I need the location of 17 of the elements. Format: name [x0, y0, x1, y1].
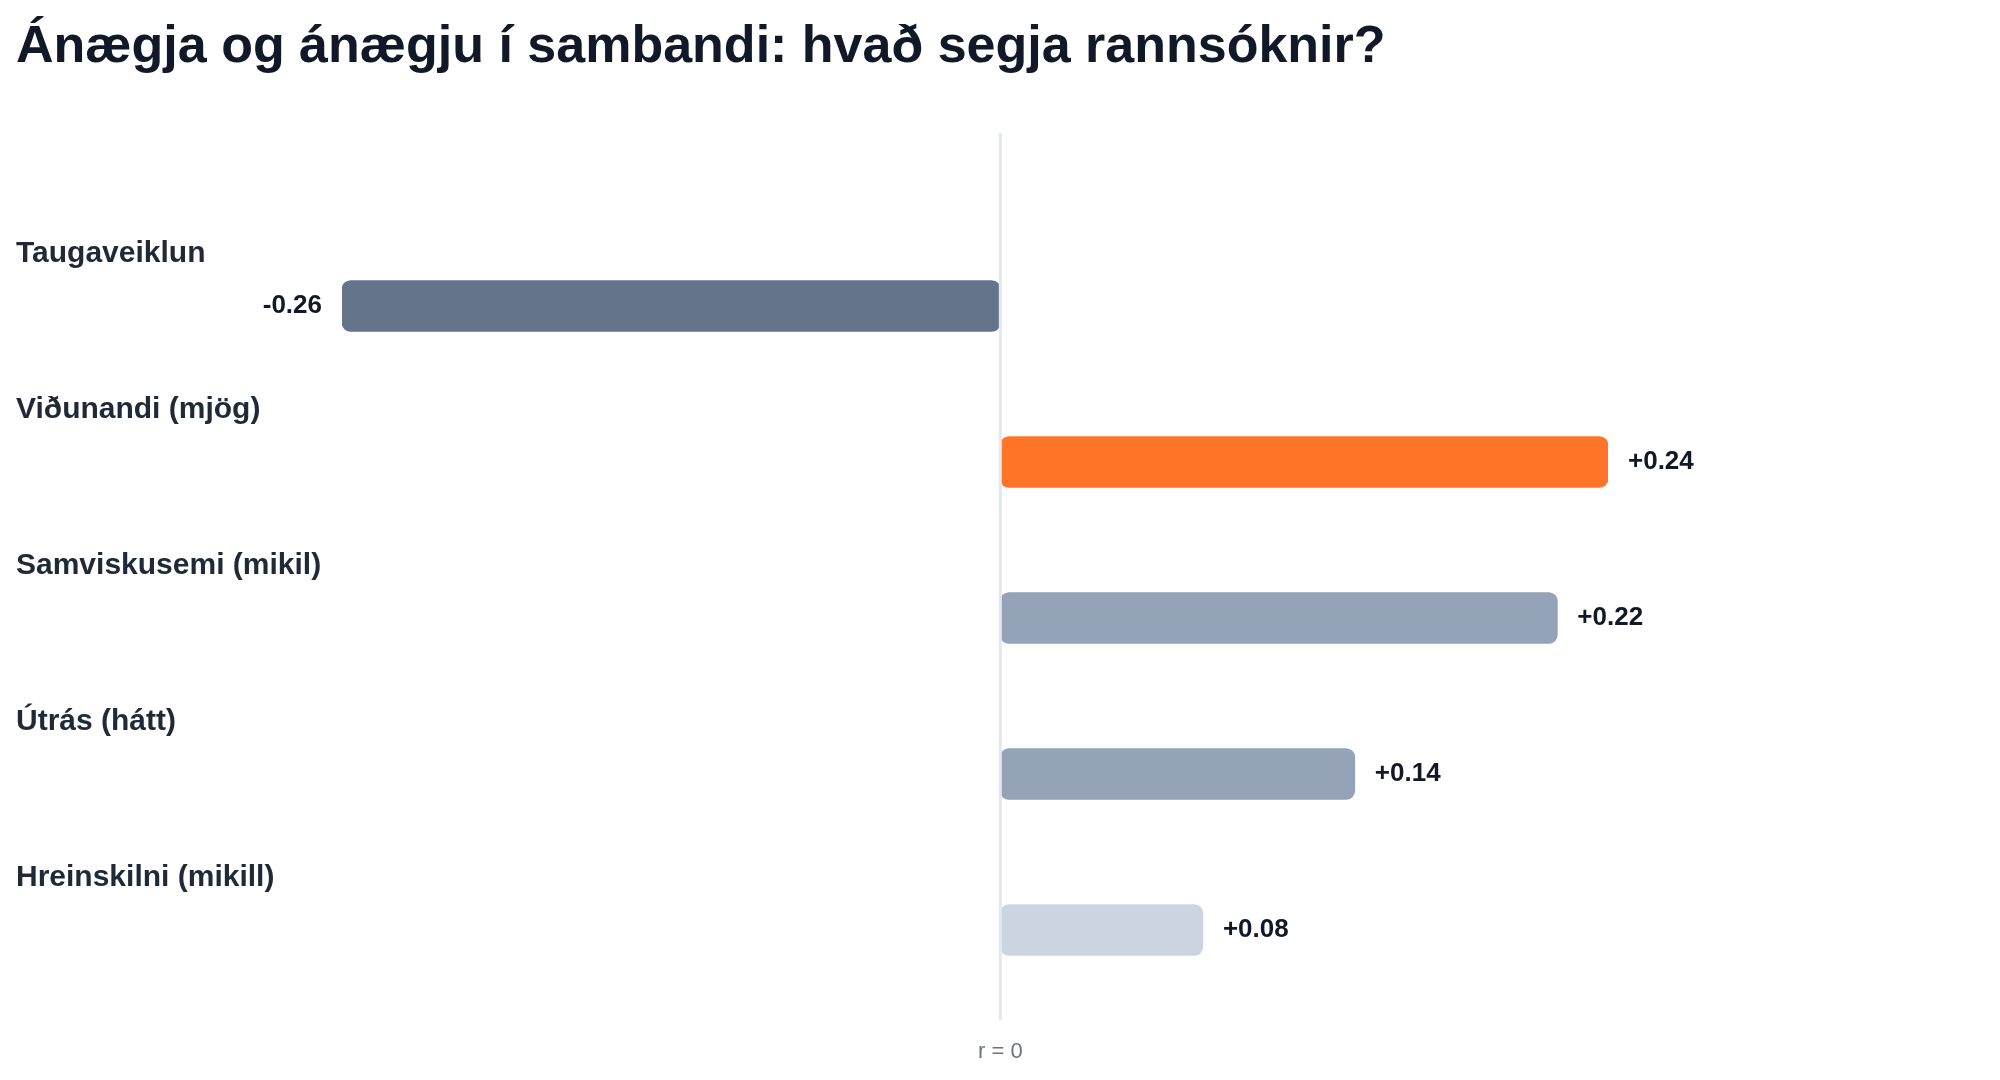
- bar: [999, 592, 1558, 644]
- data-label: +0.14: [1374, 757, 1442, 788]
- y-tick-label: Hreinskilni (mikill): [16, 859, 275, 893]
- y-tick-label: Taugaveiklun: [16, 235, 206, 269]
- bar: [342, 280, 1001, 332]
- bar: [999, 904, 1204, 956]
- bar: [999, 436, 1608, 488]
- data-label: +0.08: [1222, 913, 1289, 944]
- data-label: +0.22: [1577, 601, 1644, 632]
- y-tick-label: Útrás (hátt): [16, 703, 177, 737]
- ref-line-label: r = 0: [978, 1038, 1023, 1064]
- data-label: +0.24: [1628, 445, 1695, 476]
- bar: [999, 748, 1356, 800]
- y-tick-label: Viðunandi (mjög): [16, 391, 261, 425]
- y-tick-label: Samviskusemi (mikil): [16, 547, 322, 581]
- data-label: -0.26: [262, 289, 322, 320]
- chart-title: Ánægja og ánægju í sambandi: hvað segja rannsóknir?: [16, 14, 1386, 74]
